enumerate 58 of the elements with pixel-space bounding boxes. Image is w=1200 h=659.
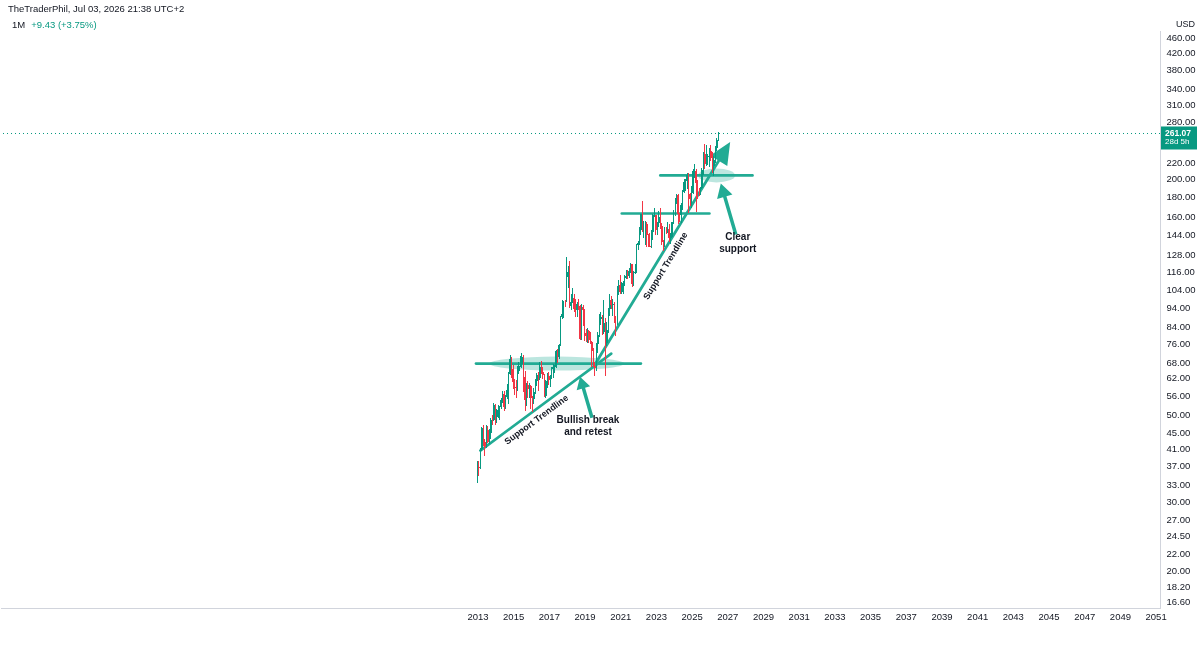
y-tick-label: 460.00 (1166, 31, 1196, 43)
x-tick-label: 2017 (538, 610, 560, 622)
chart-title: 1M (12, 19, 26, 30)
x-tick-label: 2025 (681, 610, 703, 622)
y-tick-label: 18.20 (1166, 580, 1191, 592)
y-tick-label: 340.00 (1166, 83, 1196, 95)
y-tick-label: 16.60 (1166, 596, 1191, 608)
y-tick-label: 104.00 (1166, 284, 1196, 296)
y-tick-label: 56.00 (1166, 389, 1191, 401)
y-tick-label: 22.00 (1166, 548, 1191, 560)
y-tick-label: 180.00 (1166, 191, 1196, 203)
y-tick-label: 24.50 (1166, 530, 1191, 542)
x-tick-label: 2031 (788, 610, 810, 622)
y-tick-label: 380.00 (1166, 64, 1196, 76)
x-tick-label: 2039 (931, 610, 953, 622)
y-tick-label: 84.00 (1166, 320, 1191, 332)
y-tick-label: 116.00 (1166, 265, 1195, 277)
annotation: Clear support (719, 230, 758, 254)
y-tick-label: 37.00 (1166, 460, 1191, 472)
y-tick-label: 30.00 (1166, 495, 1191, 507)
x-tick-label: 2029 (752, 610, 775, 622)
x-tick-label: 2021 (610, 610, 632, 622)
chart-subtitle: +9.43 (+3.75%) (31, 19, 97, 30)
x-tick-label: 2019 (574, 610, 596, 622)
y-tick-label: 45.00 (1166, 426, 1191, 438)
x-tick-label: 2013 (467, 610, 489, 622)
y-tick-label: 68.00 (1166, 356, 1191, 368)
x-tick-label: 2015 (503, 610, 525, 622)
y-tick-label: 220.00 (1166, 157, 1196, 169)
ref-line-label: 261.07 28d 5h (1165, 127, 1192, 147)
y-tick-label: 20.00 (1166, 564, 1191, 576)
text: TheTraderPhil, Jul 03, 2026 21:38 UTC+2 (8, 3, 185, 15)
y-tick-label: 280.00 (1166, 116, 1196, 128)
y-tick-label: 27.00 (1166, 513, 1191, 525)
y-tick-label: 420.00 (1166, 47, 1196, 59)
x-tick-label: 2051 (1145, 610, 1167, 622)
x-tick-label: 2045 (1038, 610, 1060, 622)
y-tick-label: 128.00 (1166, 249, 1196, 261)
y-tick-label: 50.00 (1166, 408, 1191, 420)
y-tick-label: 160.00 (1166, 211, 1196, 223)
y-tick-label: 62.00 (1166, 372, 1191, 384)
y-tick-label: 33.00 (1166, 479, 1191, 491)
y-tick-label: 41.00 (1166, 442, 1191, 454)
x-tick-label: 2037 (895, 610, 917, 622)
x-tick-label: 2035 (859, 610, 882, 622)
y-tick-label: 200.00 (1166, 173, 1196, 185)
y-axis-title: USD (1175, 19, 1196, 29)
x-tick-label: 2023 (645, 610, 667, 622)
x-tick-label: 2049 (1109, 610, 1131, 622)
y-tick-label: 144.00 (1166, 229, 1196, 241)
y-tick-label: 94.00 (1166, 301, 1191, 313)
x-tick-label: 2027 (717, 610, 739, 622)
x-tick-label: 2041 (967, 610, 989, 622)
x-tick-label: 2033 (824, 610, 846, 622)
x-tick-label: 2043 (1002, 610, 1024, 622)
x-tick-label: 2047 (1074, 610, 1096, 622)
y-tick-label: 76.00 (1166, 337, 1191, 349)
y-tick-label: 310.00 (1166, 98, 1196, 110)
